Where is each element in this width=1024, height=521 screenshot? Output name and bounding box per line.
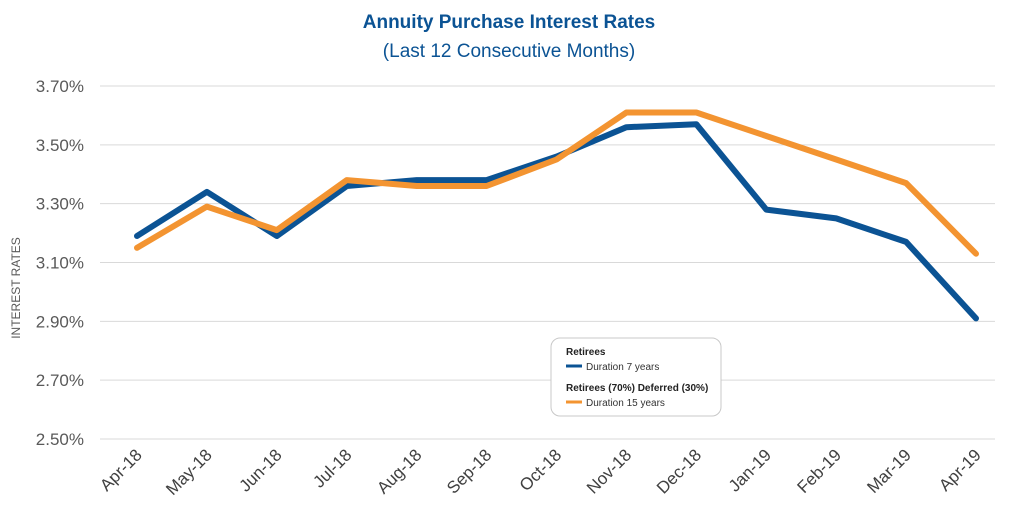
x-tick-label: Nov-18 xyxy=(583,445,635,497)
legend-series-1-name: Retirees xyxy=(566,347,606,358)
x-tick-label: May-18 xyxy=(162,445,216,499)
y-tick-label: 3.50% xyxy=(36,136,84,155)
legend-series-2-name: Retirees (70%) Deferred (30%) xyxy=(566,383,708,394)
chart-title: Annuity Purchase Interest Rates xyxy=(363,12,655,33)
y-tick-label: 3.70% xyxy=(36,77,84,96)
x-tick-label: Jul-18 xyxy=(309,445,355,491)
y-tick-label: 2.50% xyxy=(36,430,84,449)
x-tick-label: Oct-18 xyxy=(516,445,566,495)
gridlines xyxy=(100,85,995,440)
legend-series-2-description: Duration 15 years xyxy=(586,398,665,409)
y-tick-label: 3.30% xyxy=(36,195,84,214)
x-tick-label: Mar-19 xyxy=(863,445,915,497)
x-axis-ticks: Apr-18 May-18 Jun-18 Jul-18 Aug-18 Sep-18 Oct-… xyxy=(96,445,985,499)
x-tick-label: Feb-19 xyxy=(793,445,845,497)
x-tick-label: Sep-18 xyxy=(443,445,495,497)
x-tick-label: Jun-18 xyxy=(235,445,285,495)
x-tick-label: Aug-18 xyxy=(373,445,425,497)
legend-box xyxy=(550,337,722,417)
x-tick-label: Apr-19 xyxy=(935,445,985,495)
legend: Retirees Duration 7 years Retirees (70%)… xyxy=(550,337,722,417)
x-tick-label: Jan-19 xyxy=(725,445,775,495)
series-line-2 xyxy=(134,109,979,257)
x-tick-label: Dec-18 xyxy=(653,445,705,497)
series-line-1 xyxy=(134,121,979,322)
y-tick-label: 3.10% xyxy=(36,254,84,273)
y-tick-label: 2.70% xyxy=(36,371,84,390)
legend-series-1-description: Duration 7 years xyxy=(586,362,659,373)
chart-subtitle: (Last 12 Consecutive Months) xyxy=(383,41,635,62)
x-tick-label: Apr-18 xyxy=(96,445,146,495)
y-axis-ticks: 2.50% 2.70% 2.90% 3.10% 3.30% 3.50% 3.70% xyxy=(36,77,84,449)
y-axis-label: INTEREST RATES xyxy=(9,237,23,339)
y-tick-label: 2.90% xyxy=(36,312,84,331)
series-lines xyxy=(134,109,979,322)
